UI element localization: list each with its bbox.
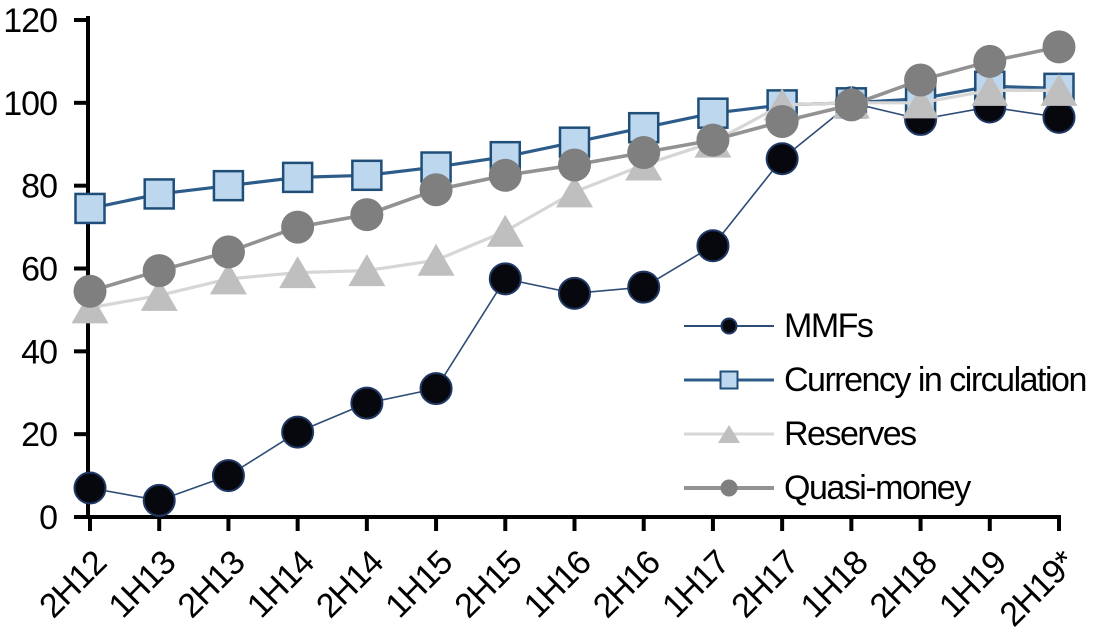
square-marker-icon	[719, 370, 739, 390]
triangle-marker-icon	[718, 425, 740, 443]
x-tick-label: 2H18	[863, 544, 945, 626]
marker-quasi-money-1H18	[834, 88, 868, 122]
marker-reserves-2H18	[902, 86, 940, 119]
legend-label: MMFs	[784, 306, 874, 345]
marker-reserves-1H14	[279, 256, 317, 289]
x-tick-label: 1H14	[240, 544, 322, 626]
x-tick-label: 2H16	[586, 544, 668, 626]
marker-mmfs-2H17	[765, 142, 799, 176]
x-tick-label: 1H15	[378, 544, 460, 626]
marker-quasi-money-2H12	[73, 274, 107, 308]
marker-quasi-money-2H17	[765, 104, 799, 138]
y-tick-label: 20	[21, 416, 57, 454]
marker-quasi-money-2H16	[627, 136, 661, 170]
marker-mmfs-2H12	[73, 471, 107, 505]
y-tick-label: 0	[39, 499, 57, 537]
marker-mmfs-1H15	[419, 372, 453, 406]
marker-mmfs-2H13	[211, 459, 245, 493]
y-tick-label: 60	[21, 250, 57, 288]
marker-quasi-money-2H18	[904, 63, 938, 97]
x-tick-label: 1H17	[655, 544, 737, 626]
marker-reserves-1H13	[140, 278, 178, 311]
marker-quasi-money-1H14	[281, 210, 315, 244]
y-tick-label: 80	[21, 168, 57, 206]
circle-marker-icon	[720, 479, 738, 497]
marker-mmfs-2H19s	[1042, 100, 1076, 134]
legend-swatch	[684, 299, 774, 353]
marker-quasi-money-1H16	[557, 148, 591, 182]
legend-label: Reserves	[784, 414, 917, 453]
marker-mmfs-2H14	[350, 386, 384, 420]
marker-reserves-2H13	[209, 262, 247, 295]
y-tick-label: 40	[21, 333, 57, 371]
marker-mmfs-1H13	[142, 483, 176, 517]
legend-label: Quasi-money	[784, 468, 971, 507]
marker-quasi-money-2H19s	[1042, 30, 1076, 64]
marker-quasi-money-1H17	[696, 123, 730, 157]
legend-item-quasi-money: Quasi-money	[684, 461, 1086, 515]
x-tick-label: 2H13	[171, 544, 253, 626]
marker-currency-in-circulation-2H13	[212, 169, 245, 202]
x-tick-label: 2H12	[32, 544, 114, 626]
legend-label: Currency in circulation	[784, 360, 1087, 399]
x-tick-label: 1H13	[101, 544, 183, 626]
x-tick-label: 2H14	[309, 544, 391, 626]
marker-quasi-money-2H13	[211, 235, 245, 269]
x-tick-label: 1H18	[793, 544, 875, 626]
marker-quasi-money-2H14	[350, 198, 384, 232]
circle-marker-icon	[720, 317, 738, 335]
marker-quasi-money-1H13	[142, 254, 176, 288]
marker-mmfs-1H17	[696, 229, 730, 263]
marker-mmfs-2H15	[488, 262, 522, 296]
legend-item-currency-in-circulation: Currency in circulation	[684, 353, 1087, 407]
legend-item-reserves: Reserves	[684, 407, 1086, 461]
x-tick-label: 1H16	[517, 544, 599, 626]
x-tick-label: 2H17	[724, 544, 806, 626]
marker-currency-in-circulation-2H12	[74, 192, 106, 225]
marker-reserves-2H15	[486, 214, 524, 247]
legend-item-mmfs: MMFs	[684, 299, 1086, 353]
marker-mmfs-1H14	[281, 415, 315, 449]
marker-quasi-money-1H15	[419, 173, 453, 207]
marker-mmfs-1H16	[557, 276, 591, 310]
marker-reserves-1H19	[971, 73, 1009, 106]
y-tick-label: 100	[3, 85, 57, 123]
legend-swatch	[684, 353, 774, 407]
x-tick-label: 2H19*	[992, 543, 1083, 634]
marker-quasi-money-1H19	[973, 44, 1007, 78]
legend-swatch	[684, 461, 774, 515]
chart-legend: MMFs Currency in circulation Reserves Quasi…	[684, 299, 1087, 515]
marker-reserves-2H19s	[1040, 73, 1078, 106]
y-tick-label: 120	[3, 2, 57, 40]
marker-currency-in-circulation-1H17	[697, 97, 729, 129]
marker-currency-in-circulation-1H14	[281, 161, 314, 194]
marker-reserves-2H14	[348, 254, 386, 287]
x-tick-label: 2H15	[447, 544, 529, 626]
legend-swatch	[684, 407, 774, 461]
marker-currency-in-circulation-2H14	[351, 159, 383, 192]
marker-mmfs-2H16	[627, 270, 661, 304]
marker-reserves-1H16	[555, 175, 593, 208]
marker-quasi-money-2H15	[488, 158, 522, 192]
marker-reserves-1H15	[417, 243, 455, 276]
marker-currency-in-circulation-1H13	[143, 178, 175, 210]
